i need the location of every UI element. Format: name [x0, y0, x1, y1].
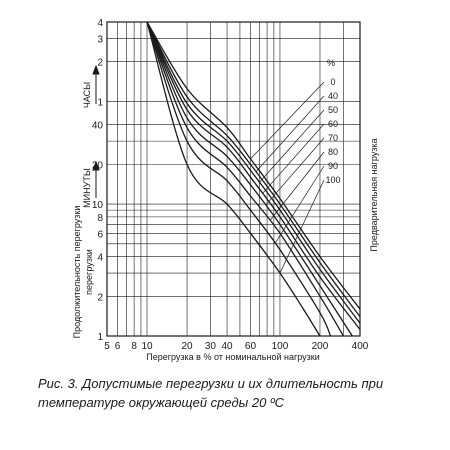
- x-tick-label: 40: [221, 341, 233, 352]
- curve-preload-100: [146, 21, 321, 337]
- y-tick-label-minutes: 6: [97, 229, 103, 240]
- legend-leader-60: [262, 123, 325, 194]
- x-tick-label: 60: [245, 341, 257, 352]
- y-tick-label-minutes: 10: [92, 200, 104, 211]
- legend-leader-50: [259, 109, 325, 183]
- plot-frame: [106, 21, 361, 337]
- y-tick-label-minutes: 40: [92, 121, 104, 132]
- chart-curves: [146, 21, 361, 337]
- x-axis-label: Перегрузка в % от номинальной нагрузки: [146, 352, 320, 362]
- x-tick-label: 400: [352, 341, 369, 352]
- y-tick-label-hours: 1: [97, 97, 103, 108]
- curve-preload-40: [146, 21, 361, 318]
- legend-label-50: 50: [328, 105, 338, 115]
- legend-label-80: 80: [328, 147, 338, 157]
- legend-leader-0: [250, 81, 325, 160]
- legend-title: %: [327, 58, 335, 68]
- legend-label-70: 70: [328, 133, 338, 143]
- chart-grid: [107, 22, 360, 337]
- y-tick-label-hours: 3: [97, 34, 103, 45]
- legend-label-40: 40: [328, 91, 338, 101]
- legend-leader-80: [269, 151, 325, 221]
- legend-label-0: 0: [330, 77, 335, 87]
- x-tick-label: 8: [131, 341, 137, 352]
- x-tick-label: 10: [141, 341, 153, 352]
- x-tick-label: 30: [205, 341, 217, 352]
- curve-preload-80: [146, 21, 344, 337]
- legend-leader-70: [265, 137, 325, 206]
- x-tick-label: 100: [272, 341, 289, 352]
- minutes-label: МИНУТЫ: [82, 168, 92, 208]
- chart-legend: % 0 40 50 60 70 80 90 100: [250, 58, 341, 274]
- x-tick-label: 6: [115, 341, 121, 352]
- chart-ticks: 5681020304060100200400124681020401234: [92, 18, 369, 352]
- hours-arrow-icon: [92, 64, 100, 104]
- curve-preload-90: [146, 21, 332, 337]
- right-axis-label: Предварительная нагрузка: [369, 138, 379, 251]
- y-tick-label-hours: 2: [97, 58, 103, 69]
- x-tick-label: 200: [312, 341, 329, 352]
- y-tick-label-hours: 4: [97, 18, 103, 29]
- figure-caption: Рис. 3. Допустимые перегрузки и их длите…: [38, 374, 438, 412]
- y-tick-label-minutes: 1: [97, 332, 103, 343]
- hours-label: ЧАСЫ: [82, 82, 92, 108]
- y-tick-label-minutes: 2: [97, 292, 103, 303]
- minutes-arrow-icon: [92, 160, 100, 198]
- y-axis-label: Продолжительность перегрузки: [72, 206, 82, 339]
- x-tick-label: 20: [181, 341, 193, 352]
- legend-leader-40: [255, 95, 325, 173]
- curve-preload-60: [146, 21, 361, 330]
- legend-label-100: 100: [325, 175, 340, 185]
- legend-leader-90: [274, 165, 325, 244]
- legend-label-90: 90: [328, 161, 338, 171]
- x-tick-label: 5: [104, 341, 110, 352]
- y-tick-label-minutes: 4: [97, 253, 103, 264]
- curve-preload-70: [146, 21, 353, 337]
- caption-line-1: Рис. 3. Допустимые перегрузки и их длите…: [38, 376, 384, 391]
- curve-preload-50: [146, 21, 361, 324]
- legend-leader-100: [279, 179, 325, 274]
- y-axis-label-part2: перегрузки: [84, 249, 94, 295]
- caption-line-2: температуре окружающей среды 20 ºC: [38, 395, 285, 410]
- legend-label-60: 60: [328, 119, 338, 129]
- y-tick-label-minutes: 8: [97, 213, 103, 224]
